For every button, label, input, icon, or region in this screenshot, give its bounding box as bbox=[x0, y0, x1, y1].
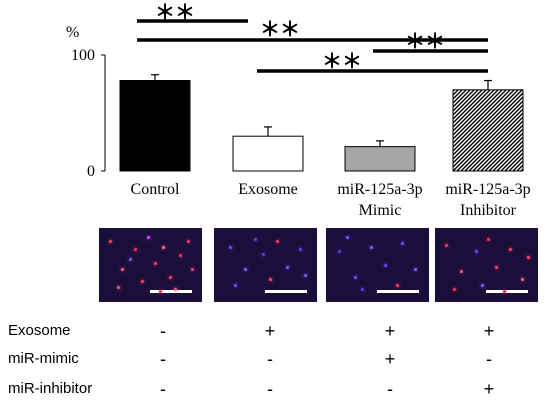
condition-value: + bbox=[483, 321, 495, 341]
fluorescent-spot bbox=[286, 266, 289, 269]
category-label: Exosome bbox=[238, 181, 298, 198]
bar bbox=[452, 89, 524, 172]
fluorescent-spot bbox=[262, 253, 265, 256]
y-axis-label: % bbox=[66, 24, 79, 41]
condition-value: - bbox=[387, 379, 393, 399]
fluorescent-spot bbox=[521, 278, 524, 281]
fluorescent-spot bbox=[269, 278, 272, 281]
category-label: miR-125a-3p bbox=[337, 181, 422, 198]
fluorescent-spot bbox=[234, 284, 237, 287]
y-tick-label: 0 bbox=[87, 163, 95, 180]
fluorescent-spot bbox=[370, 246, 373, 249]
significance-stars: ＊＊ bbox=[405, 29, 445, 53]
fluorescent-spot bbox=[179, 254, 182, 257]
condition-label: Exosome bbox=[8, 322, 71, 339]
condition-value: - bbox=[160, 349, 166, 369]
fluorescent-spot bbox=[475, 250, 478, 253]
fluorescent-spot bbox=[527, 256, 530, 259]
scale-bar bbox=[377, 290, 419, 293]
condition-value: + bbox=[384, 349, 396, 369]
condition-value: - bbox=[486, 349, 492, 369]
condition-value: + bbox=[264, 321, 276, 341]
fluorescent-spot bbox=[174, 288, 177, 291]
micrograph-panel-control bbox=[99, 228, 202, 302]
condition-value: - bbox=[267, 379, 273, 399]
fluorescent-spot bbox=[445, 244, 448, 247]
fluorescent-spot bbox=[276, 240, 279, 243]
fluorescent-spot bbox=[169, 276, 172, 279]
fluorescent-spot bbox=[503, 290, 506, 293]
fluorescent-spot bbox=[487, 238, 490, 241]
fluorescent-spot bbox=[154, 262, 157, 265]
fluorescent-spot bbox=[453, 288, 456, 291]
fluorescent-spot bbox=[229, 246, 232, 249]
fluorescent-spot bbox=[109, 240, 112, 243]
condition-label: miR-inhibitor bbox=[8, 380, 93, 397]
fluorescent-spot bbox=[481, 284, 484, 287]
fluorescent-spot bbox=[134, 248, 137, 251]
fluorescent-spot bbox=[361, 288, 364, 291]
category-label: Inhibitor bbox=[460, 202, 517, 219]
fluorescent-spot bbox=[162, 246, 165, 249]
fluorescent-spot bbox=[338, 250, 341, 253]
fluorescent-spot bbox=[129, 258, 132, 261]
fluorescent-spot bbox=[191, 268, 194, 271]
scale-bar bbox=[265, 290, 307, 293]
fluorescent-spot bbox=[159, 290, 162, 293]
condition-value: + bbox=[483, 379, 495, 399]
micrograph-panel-inhibitor bbox=[435, 228, 538, 302]
fluorescent-spot bbox=[384, 264, 387, 267]
condition-row-mir-inhibitor: miR-inhibitor - - - + bbox=[0, 379, 550, 402]
condition-value: - bbox=[160, 379, 166, 399]
category-label: Control bbox=[131, 181, 180, 198]
fluorescent-spot bbox=[121, 268, 124, 271]
category-label: Mimic bbox=[359, 202, 402, 219]
significance-stars: ＊＊ bbox=[260, 17, 300, 41]
micrograph-panel-exosome bbox=[214, 228, 317, 302]
fluorescent-spot bbox=[460, 270, 463, 273]
bar bbox=[344, 146, 416, 172]
category-label: miR-125a-3p bbox=[445, 181, 530, 198]
fluorescent-spot bbox=[117, 286, 120, 289]
scale-bar bbox=[486, 290, 528, 293]
fluorescent-spot bbox=[414, 268, 417, 271]
bar bbox=[119, 80, 191, 172]
condition-row-exosome: Exosome - + + + bbox=[0, 321, 550, 344]
fluorescent-spot bbox=[401, 242, 404, 245]
condition-label: miR-mimic bbox=[8, 350, 79, 367]
significance-stars: ＊＊ bbox=[322, 49, 362, 73]
fluorescent-spot bbox=[141, 280, 144, 283]
condition-value: + bbox=[384, 321, 396, 341]
micrograph-panel-mimic bbox=[326, 228, 429, 302]
fluorescent-spot bbox=[495, 266, 498, 269]
fluorescent-spot bbox=[299, 248, 302, 251]
fluorescent-spot bbox=[187, 240, 190, 243]
fluorescent-spot bbox=[254, 238, 257, 241]
fluorescent-spot bbox=[147, 236, 150, 239]
condition-value: - bbox=[267, 349, 273, 369]
scale-bar bbox=[150, 290, 192, 293]
fluorescent-spot bbox=[244, 268, 247, 271]
significance-stars: ＊＊ bbox=[155, 0, 195, 24]
bar-chart: % 0 100 Control Exosome miR-125a-3p Mimic miR-… bbox=[66, 0, 531, 219]
bar bbox=[232, 135, 304, 172]
condition-row-mir-mimic: miR-mimic - - + - bbox=[0, 349, 550, 372]
fluorescent-spot bbox=[509, 248, 512, 251]
condition-value: - bbox=[160, 321, 166, 341]
fluorescent-spot bbox=[354, 276, 357, 279]
y-tick-label: 100 bbox=[71, 47, 95, 64]
fluorescent-spot bbox=[346, 236, 349, 239]
fluorescent-spot bbox=[304, 274, 307, 277]
fluorescent-spot bbox=[396, 284, 399, 287]
